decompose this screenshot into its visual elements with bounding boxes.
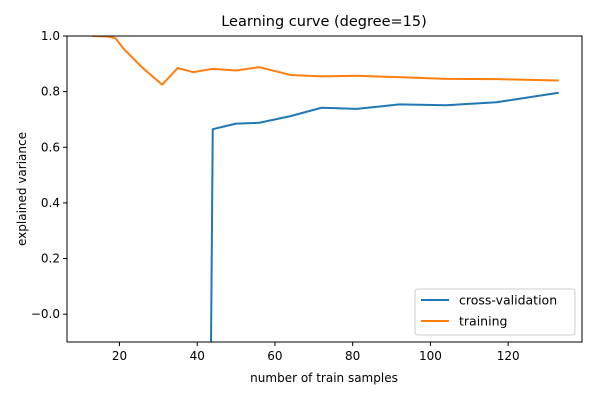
y-tick-label: 1.0: [41, 29, 60, 43]
x-axis: 20 40 60 80 100 120: [112, 342, 520, 363]
legend-label: training: [459, 314, 507, 329]
y-tick-label: 0.6: [41, 140, 60, 154]
legend-box: [414, 288, 576, 336]
plot-area: [66, 35, 583, 343]
x-tick-label: 60: [267, 349, 282, 363]
y-tick-label: 0.2: [41, 252, 60, 266]
legend: cross-validation training: [414, 288, 576, 336]
chart-title: Learning curve (degree=15): [221, 14, 427, 30]
series-line-cross-validation: [210, 91, 559, 342]
y-tick-label: 0.8: [41, 85, 60, 99]
x-axis-title: number of train samples: [250, 371, 398, 385]
y-tick-label: 0.4: [41, 196, 60, 210]
x-tick-label: 100: [419, 349, 442, 363]
x-tick-label: 40: [190, 349, 205, 363]
y-tick-label: −0.0: [31, 307, 60, 321]
x-tick-label: 80: [345, 349, 360, 363]
series-line-training: [92, 36, 559, 86]
plot-frame: [66, 35, 583, 343]
legend-label: cross-validation: [459, 293, 557, 308]
y-axis: −0.0 0.2 0.4 0.6 0.8 1.0: [31, 29, 67, 321]
x-tick-label: 120: [497, 349, 520, 363]
y-axis-title: explained variance: [15, 132, 29, 246]
x-tick-label: 20: [112, 349, 127, 363]
